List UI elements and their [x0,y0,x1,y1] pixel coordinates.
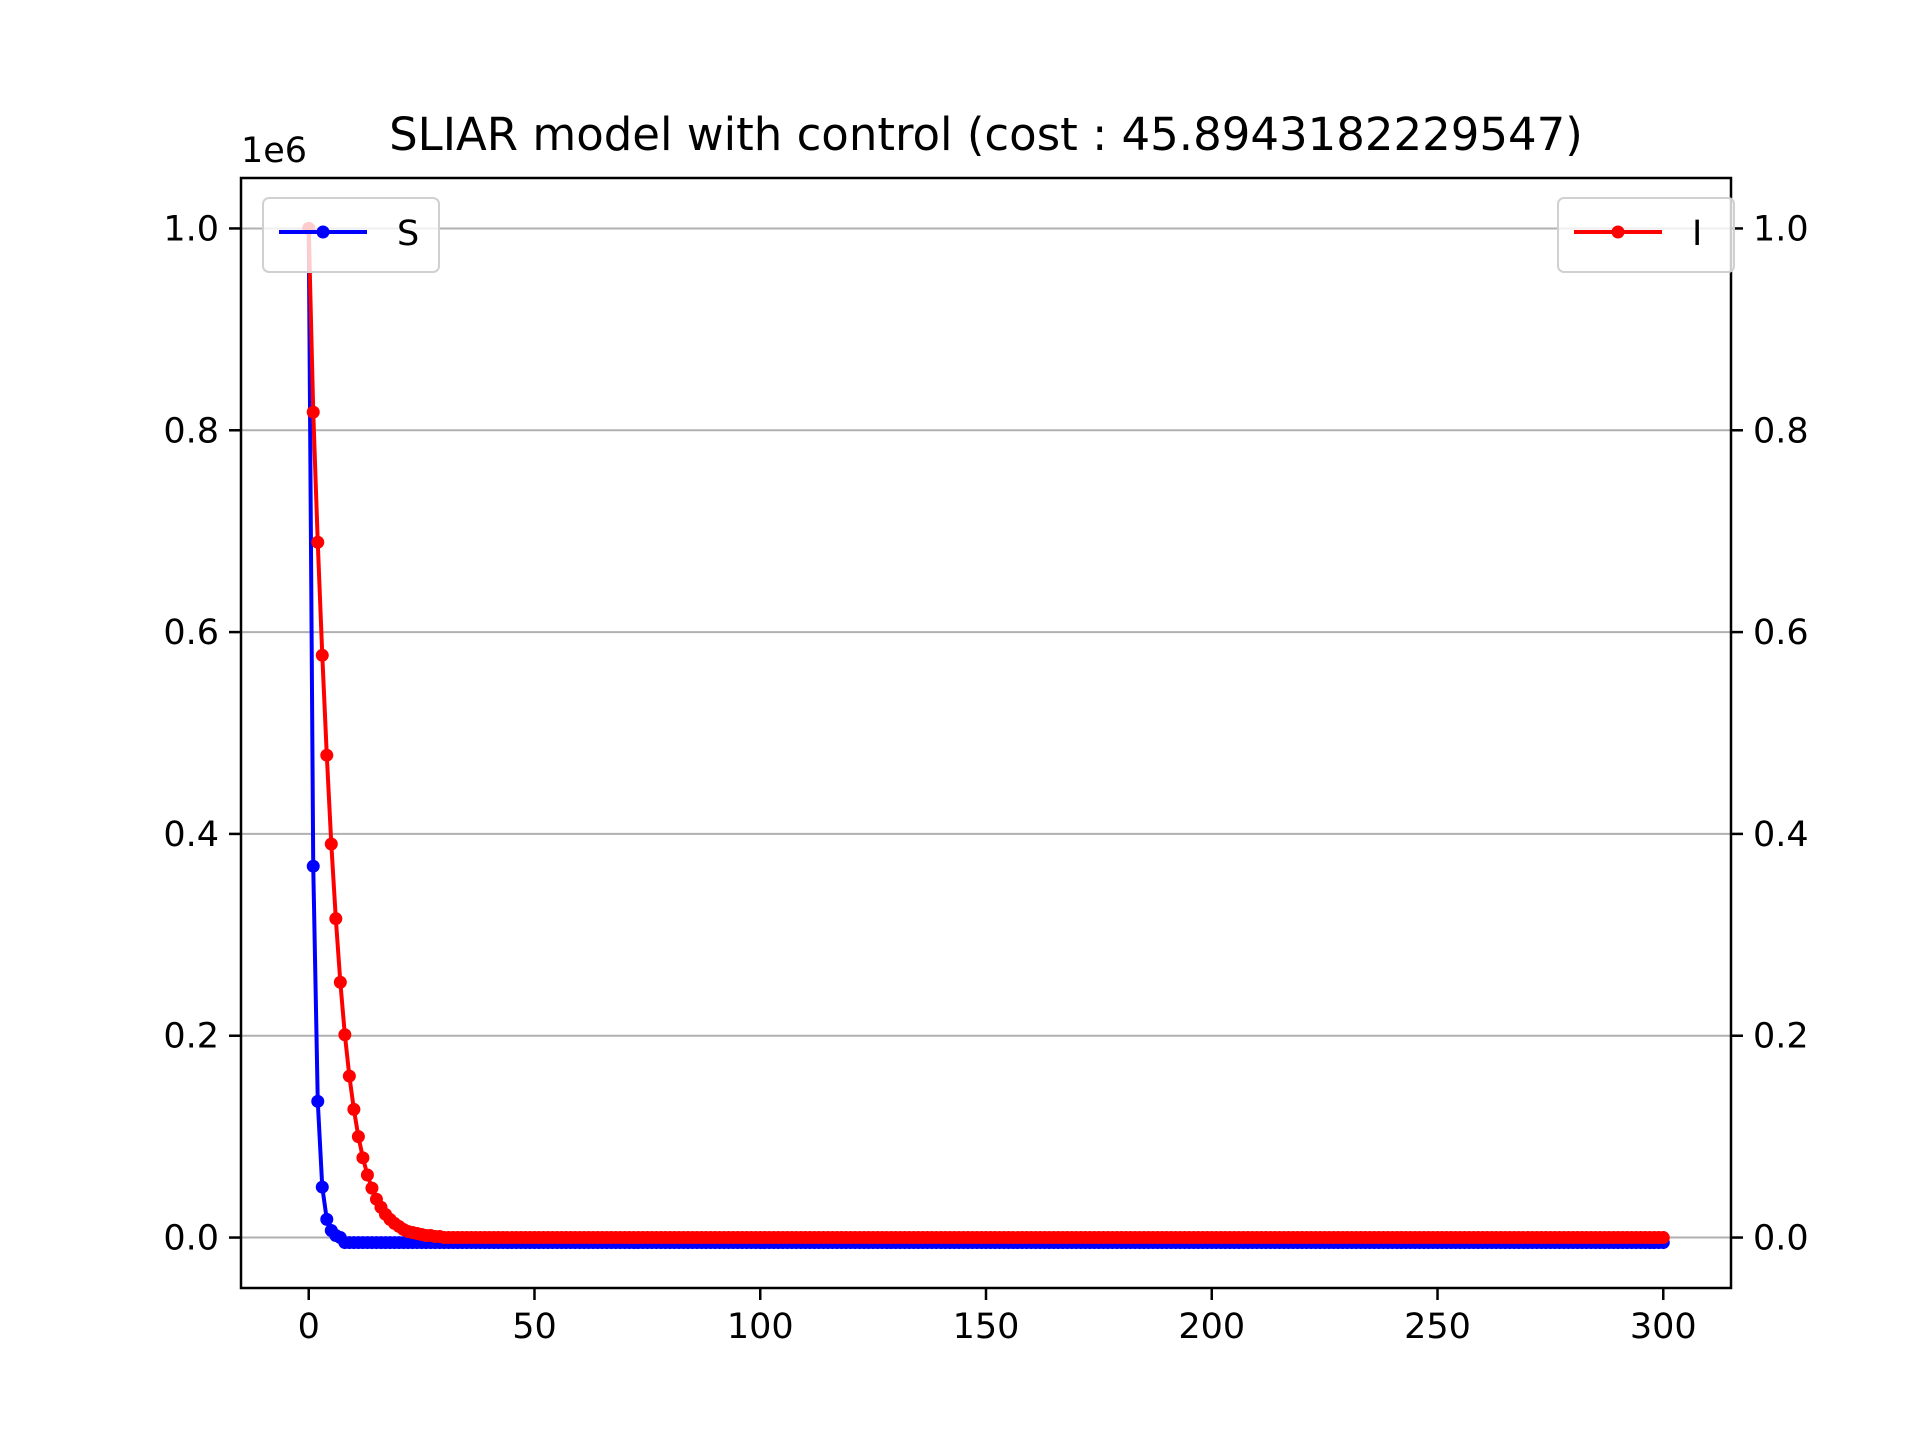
x-tick-label: 200 [1178,1307,1245,1347]
data-point-S-4 [320,1212,334,1226]
grid-lines [241,227,1731,1239]
data-point-I-300 [1656,1231,1670,1245]
series-line-S [306,228,1664,1245]
x-tick-label: 250 [1404,1307,1471,1347]
data-point-I-2 [311,535,325,549]
chart-title: SLIAR model with control (cost : 45.8943… [389,108,1583,161]
data-point-S-3 [315,1180,329,1194]
legend-label: I [1692,214,1702,254]
x-tick-label: 300 [1630,1307,1697,1347]
y-tick-label-right: 0.2 [1753,1017,1809,1057]
series-layer [302,221,1670,1250]
legend-S: S [262,197,440,273]
data-point-I-14 [365,1181,379,1195]
y-tick-label-left: 0.8 [163,411,219,451]
y-tick-label-left: 0.4 [163,815,219,855]
x-tick-label: 100 [727,1307,794,1347]
y-tick-label-left: 0.6 [163,613,219,653]
legend-label: S [397,214,419,254]
legend-I: I [1557,197,1735,273]
data-point-S-2 [311,1094,325,1108]
data-point-I-9 [342,1069,356,1083]
y-tick-label-right: 0.0 [1753,1219,1809,1259]
y-tick-label-left: 0.0 [163,1219,219,1259]
x-tick-label: 150 [953,1307,1020,1347]
data-point-I-12 [356,1151,370,1165]
y-tick-label-right: 0.4 [1753,815,1809,855]
axes: 0.0 0.2 0.4 0.6 0.8 1.0 0.0 0.2 0.4 0.6 0.8 1.0 0 50 1… [163,209,1808,1347]
data-point-I-5 [324,837,338,851]
plot-area-frame [239,176,1733,1290]
legend-marker-sample [316,225,330,239]
data-point-S-1 [306,859,320,873]
data-point-I-11 [351,1130,365,1144]
series-points-S [302,221,1670,1250]
legend-box [1557,197,1735,273]
y-tick-label-right: 1.0 [1753,209,1809,249]
x-tick-label: 50 [512,1307,557,1347]
data-point-I-3 [315,648,329,662]
y-tick-label-left: 0.2 [163,1017,219,1057]
legend-marker-sample [1611,225,1625,239]
data-point-I-8 [338,1028,352,1042]
data-point-I-7 [333,975,347,989]
y-tick-label-right: 0.8 [1753,411,1809,451]
y-tick-label-left: 1.0 [163,209,219,249]
data-point-I-13 [360,1168,374,1182]
data-point-I-10 [347,1102,361,1116]
data-point-I-4 [320,748,334,762]
series-points-I [302,221,1670,1245]
y-offset-label: 1e6 [241,131,307,171]
data-point-I-1 [306,405,320,419]
data-point-I-6 [329,912,343,926]
series-line-I [306,228,1664,1240]
y-tick-label-right: 0.6 [1753,613,1809,653]
x-tick-label: 0 [298,1307,320,1347]
legend-box [262,197,440,273]
